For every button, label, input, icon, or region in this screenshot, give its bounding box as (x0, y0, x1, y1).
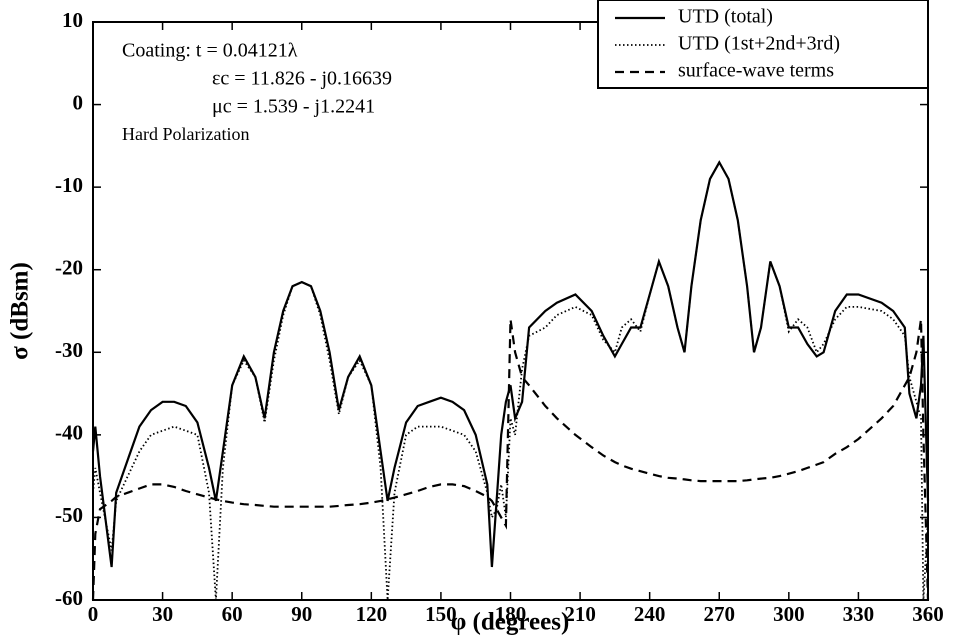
y-tick-label: -50 (55, 503, 83, 527)
legend-label: surface-wave terms (678, 60, 834, 82)
y-tick-label: 0 (73, 90, 84, 114)
annotation: εc = 11.826 - j0.16639 (212, 68, 392, 90)
x-tick-label: 150 (425, 602, 457, 626)
y-tick-label: -60 (55, 586, 83, 610)
y-tick-label: -20 (55, 256, 83, 280)
x-tick-label: 180 (495, 602, 527, 626)
legend-label: UTD (1st+2nd+3rd) (678, 33, 840, 55)
x-tick-label: 300 (773, 602, 805, 626)
x-tick-label: 90 (291, 602, 312, 626)
series-line (91, 160, 930, 568)
y-tick-label: -10 (55, 173, 83, 197)
series-line (91, 319, 930, 601)
y-tick-label: -30 (55, 338, 83, 362)
legend-box (597, 0, 929, 89)
x-tick-label: 360 (912, 602, 944, 626)
y-tick-label: 10 (62, 8, 83, 32)
y-tick-label: -40 (55, 421, 83, 445)
x-tick-label: 270 (704, 602, 736, 626)
x-tick-label: 30 (152, 602, 173, 626)
x-tick-label: 240 (634, 602, 666, 626)
annotation: μc = 1.539 - j1.2241 (212, 96, 375, 118)
x-axis-label: φ (degrees) (451, 609, 570, 636)
x-tick-label: 210 (564, 602, 596, 626)
annotation: Hard Polarization (122, 124, 249, 144)
y-axis-label: σ (dBsm) (7, 262, 34, 360)
annotation: Coating: t = 0.04121λ (122, 40, 298, 62)
x-tick-label: 0 (88, 602, 99, 626)
x-tick-label: 120 (356, 602, 388, 626)
legend-label: UTD (total) (678, 6, 773, 28)
x-tick-label: 330 (843, 602, 875, 626)
x-tick-label: 60 (222, 602, 243, 626)
series-line (92, 160, 929, 601)
